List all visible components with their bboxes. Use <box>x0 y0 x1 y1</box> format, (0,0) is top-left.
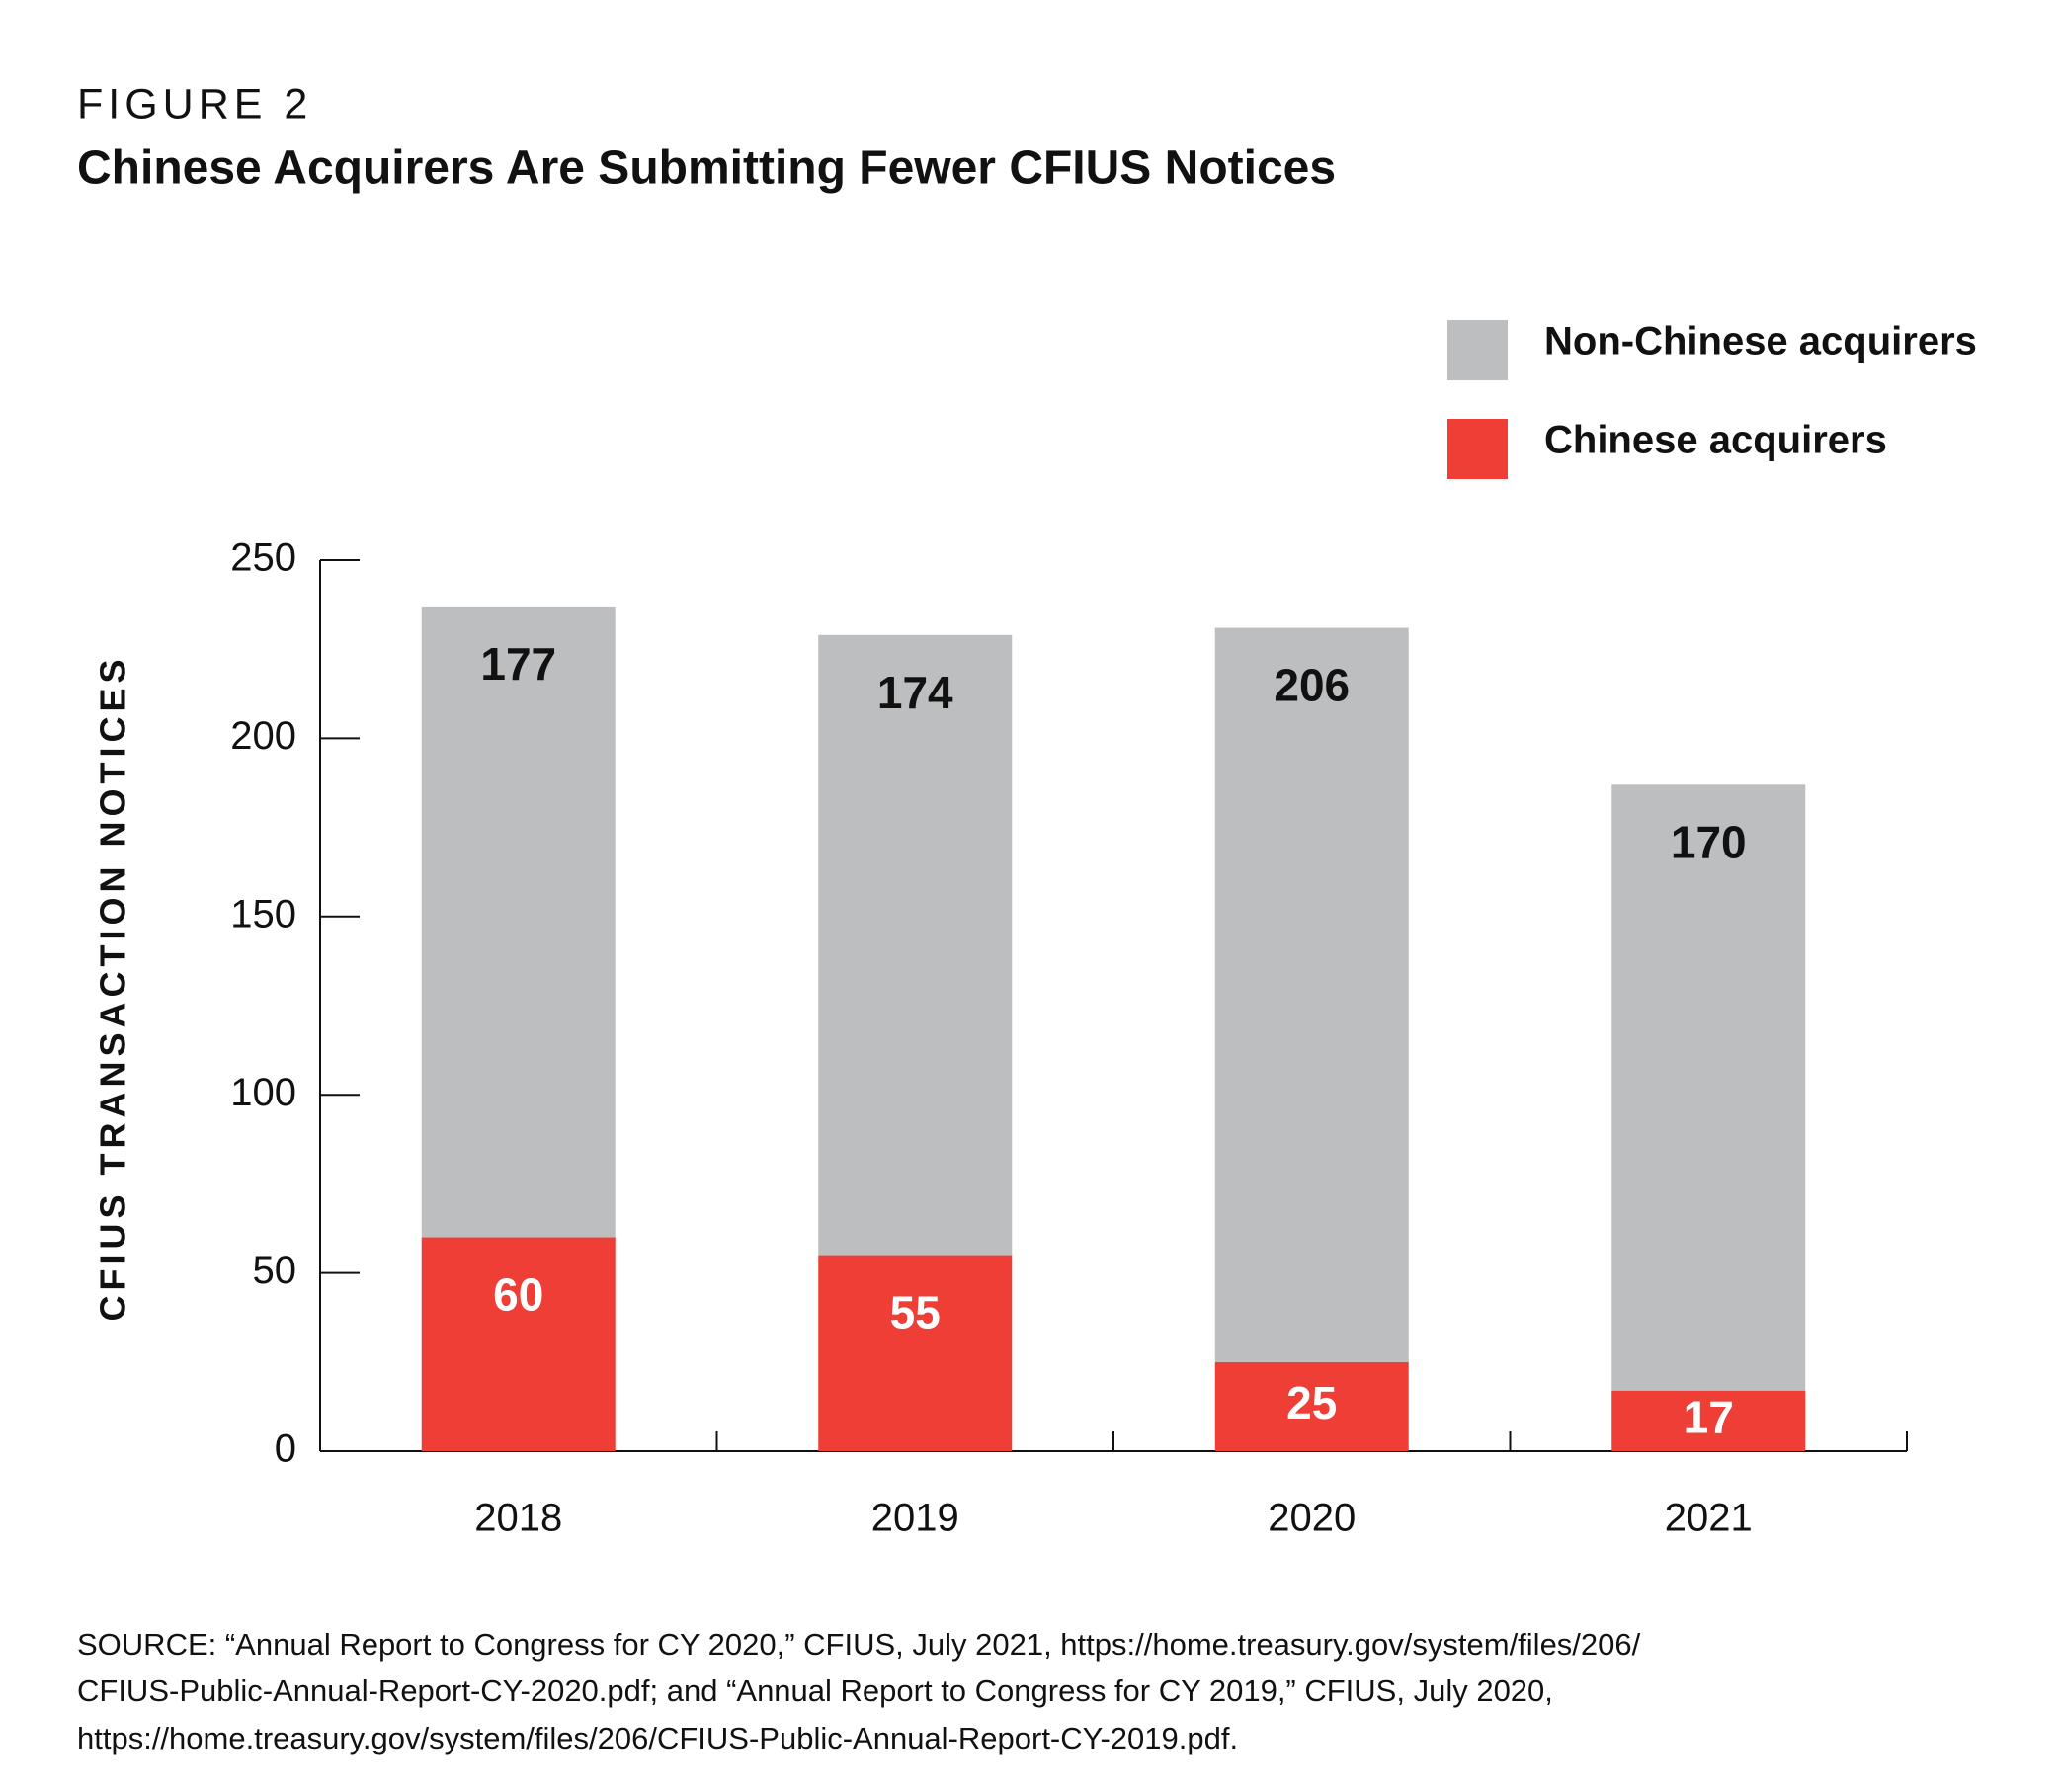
bar-segment <box>421 606 616 1238</box>
y-tick-label: 200 <box>230 714 296 758</box>
x-tick-label: 2020 <box>1268 1497 1356 1540</box>
figure-label: FIGURE 2 <box>77 80 312 127</box>
x-tick-label: 2019 <box>871 1497 959 1540</box>
y-tick-label: 150 <box>230 892 296 936</box>
x-tick-label: 2018 <box>474 1497 562 1540</box>
value-label: 25 <box>1286 1377 1337 1428</box>
bar-segment <box>818 634 1013 1256</box>
value-label: 17 <box>1684 1391 1734 1442</box>
value-label: 177 <box>480 638 556 690</box>
bar-segment <box>818 1255 1013 1451</box>
bar-segment <box>1214 627 1409 1362</box>
y-tick-label: 0 <box>275 1427 296 1471</box>
source-line: CFIUS-Public-Annual-Report-CY-2020.pdf; … <box>77 1673 1553 1708</box>
legend-swatch <box>1447 320 1508 380</box>
value-label: 170 <box>1671 816 1747 867</box>
legend-label: Chinese acquirers <box>1544 419 1887 462</box>
y-tick-label: 100 <box>230 1071 296 1114</box>
value-label: 206 <box>1274 660 1350 711</box>
legend-swatch <box>1447 419 1508 479</box>
value-label: 55 <box>890 1287 941 1339</box>
value-label: 174 <box>877 667 953 718</box>
y-tick-label: 50 <box>253 1249 297 1292</box>
bar-segment <box>1214 1361 1409 1451</box>
chart-title: Chinese Acquirers Are Submitting Fewer C… <box>77 142 1336 195</box>
x-tick-label: 2021 <box>1665 1497 1753 1540</box>
bar-segment <box>1611 784 1806 1391</box>
y-axis-label: CFIUS TRANSACTION NOTICES <box>93 654 133 1321</box>
source-line: https://home.treasury.gov/system/files/2… <box>77 1721 1238 1755</box>
source-line: SOURCE: “Annual Report to Congress for C… <box>77 1627 1641 1662</box>
bar-segment <box>1611 1390 1806 1451</box>
value-label: 60 <box>493 1269 543 1321</box>
y-tick-label: 250 <box>230 536 296 580</box>
bar-segment <box>421 1237 616 1451</box>
legend-label: Non-Chinese acquirers <box>1544 320 1977 364</box>
